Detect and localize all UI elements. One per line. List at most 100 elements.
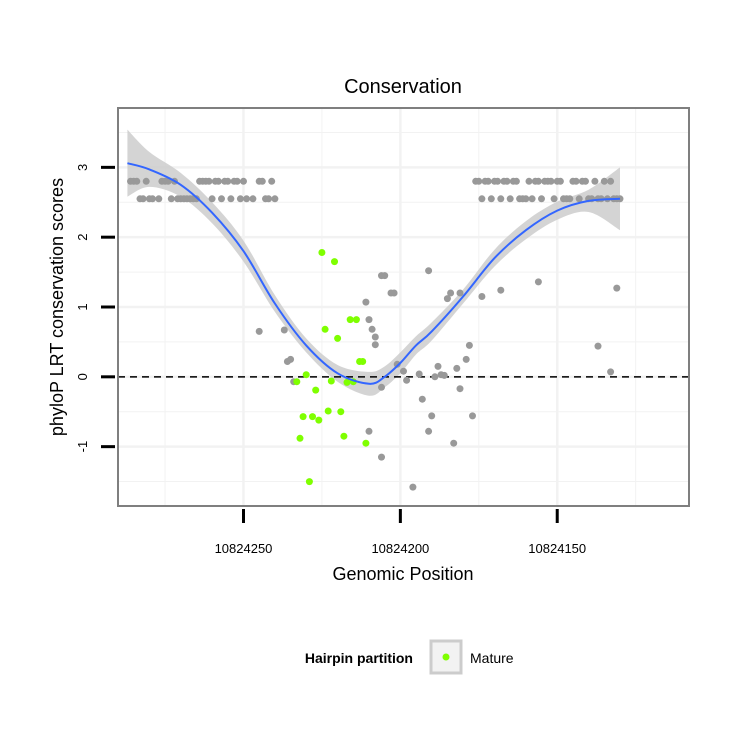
other-point (469, 412, 476, 420)
mature-point (331, 258, 338, 266)
other-point (497, 286, 505, 294)
other-point (139, 195, 147, 203)
other-point (214, 177, 222, 185)
mature-point (305, 478, 313, 486)
mature-point (321, 325, 329, 333)
y-tick-label: -1 (75, 441, 90, 453)
other-point (566, 195, 574, 203)
mature-point (296, 434, 304, 442)
other-point (418, 395, 426, 403)
other-point (227, 195, 235, 203)
other-point (582, 177, 589, 185)
other-point (287, 355, 295, 363)
grid-lines (118, 108, 689, 506)
other-point (208, 195, 216, 203)
other-point (218, 195, 225, 203)
other-point (503, 177, 511, 185)
other-point (556, 177, 564, 185)
mature-point (293, 378, 301, 386)
other-point (240, 177, 247, 185)
other-point (425, 427, 433, 435)
other-point (371, 341, 379, 349)
other-point (607, 368, 615, 376)
other-point (371, 333, 379, 341)
y-tick-label: 0 (75, 373, 90, 380)
other-point (447, 289, 455, 297)
other-point (142, 177, 150, 185)
other-point (607, 177, 615, 185)
other-point (538, 195, 545, 203)
other-point (378, 383, 385, 391)
other-point (400, 367, 407, 375)
smooth-trend-line (127, 162, 621, 385)
mature-point (362, 439, 370, 447)
mature-point (299, 413, 307, 421)
other-point (249, 195, 257, 203)
other-point (478, 195, 486, 203)
x-tick-label: 10824150 (528, 541, 586, 556)
other-point (512, 177, 520, 185)
other-point (224, 177, 232, 185)
smooth-line-layer (127, 162, 621, 385)
other-point (271, 195, 279, 203)
other-point (497, 195, 505, 203)
other-point (390, 289, 398, 297)
y-tick-label: 1 (75, 303, 90, 310)
other-point (613, 284, 621, 292)
x-tick-label: 10824200 (371, 541, 429, 556)
other-point (591, 177, 599, 185)
other-point (236, 195, 244, 203)
mature-point (312, 386, 320, 394)
other-point (594, 342, 602, 350)
other-point (280, 326, 288, 334)
y-tick-label: 3 (75, 164, 90, 171)
other-point (600, 177, 608, 185)
other-point (456, 289, 464, 297)
other-point (425, 267, 433, 275)
other-point (465, 341, 473, 349)
other-point (365, 316, 373, 324)
other-point (475, 177, 483, 185)
other-point (456, 385, 464, 393)
y-axis-label: phyloP LRT conservation scores (47, 178, 67, 436)
other-point (415, 370, 423, 378)
chart-title: Conservation (344, 76, 462, 98)
x-axis-label: Genomic Position (332, 564, 473, 584)
other-point (494, 177, 502, 185)
legend: Hairpin partition Mature (305, 639, 514, 675)
mature-point (315, 416, 323, 424)
other-point (428, 412, 436, 420)
other-point (393, 360, 401, 368)
mature-point (340, 432, 348, 440)
legend-entry-mature: Mature (470, 650, 514, 666)
other-point (431, 373, 439, 381)
other-point (409, 483, 417, 491)
mature-point (359, 358, 367, 365)
x-tick-label: 10824250 (215, 541, 273, 556)
panel-border (117, 107, 690, 507)
y-tick-label: 2 (75, 234, 90, 241)
other-point (365, 427, 373, 435)
other-point (453, 364, 461, 372)
mature-point (318, 249, 326, 256)
other-point (440, 371, 448, 379)
mature-point (302, 371, 310, 379)
other-point (484, 177, 492, 185)
mature-point (352, 316, 360, 324)
other-point (243, 195, 251, 203)
other-point (155, 195, 163, 203)
other-point (522, 195, 530, 203)
mature-point (346, 316, 354, 324)
other-point (525, 177, 533, 185)
other-point (462, 355, 470, 363)
mature-point (343, 378, 351, 386)
other-point (528, 195, 536, 203)
y-axis: -1 0 1 2 3 (75, 164, 115, 453)
mature-point (334, 334, 342, 342)
other-point (378, 453, 385, 461)
other-point (265, 195, 273, 203)
other-point (450, 439, 458, 447)
mature-point (327, 377, 335, 385)
other-point (547, 177, 555, 185)
